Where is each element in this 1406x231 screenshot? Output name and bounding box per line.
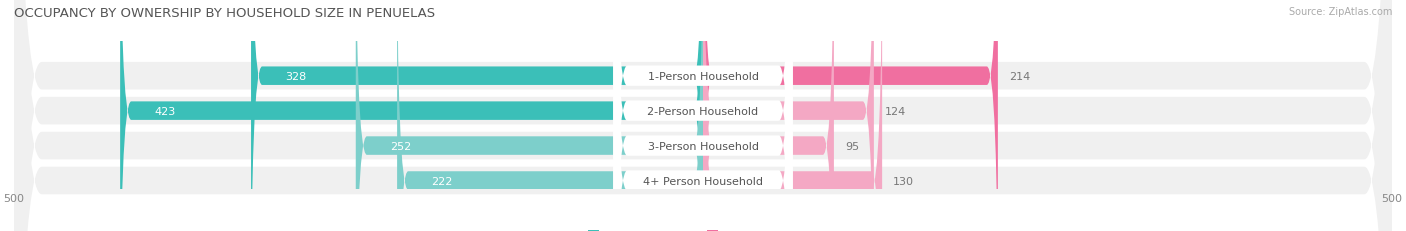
Text: 222: 222 (432, 176, 453, 186)
Text: Source: ZipAtlas.com: Source: ZipAtlas.com (1288, 7, 1392, 17)
FancyBboxPatch shape (252, 0, 703, 231)
FancyBboxPatch shape (14, 0, 1392, 231)
Text: 328: 328 (285, 71, 307, 81)
FancyBboxPatch shape (703, 0, 875, 231)
Text: 1-Person Household: 1-Person Household (648, 71, 758, 81)
Text: 214: 214 (1010, 71, 1031, 81)
FancyBboxPatch shape (613, 0, 793, 231)
FancyBboxPatch shape (703, 0, 998, 231)
Text: 3-Person Household: 3-Person Household (648, 141, 758, 151)
FancyBboxPatch shape (613, 0, 793, 231)
Text: 423: 423 (155, 106, 176, 116)
FancyBboxPatch shape (120, 0, 703, 231)
FancyBboxPatch shape (14, 0, 1392, 231)
Text: 2-Person Household: 2-Person Household (647, 106, 759, 116)
FancyBboxPatch shape (14, 0, 1392, 231)
Text: 252: 252 (391, 141, 412, 151)
FancyBboxPatch shape (703, 0, 834, 231)
Text: 4+ Person Household: 4+ Person Household (643, 176, 763, 186)
FancyBboxPatch shape (14, 0, 1392, 231)
FancyBboxPatch shape (613, 0, 793, 231)
Text: 130: 130 (893, 176, 914, 186)
FancyBboxPatch shape (356, 0, 703, 231)
Text: 95: 95 (845, 141, 859, 151)
FancyBboxPatch shape (703, 0, 882, 231)
Text: 124: 124 (884, 106, 905, 116)
FancyBboxPatch shape (613, 0, 793, 231)
Text: OCCUPANCY BY OWNERSHIP BY HOUSEHOLD SIZE IN PENUELAS: OCCUPANCY BY OWNERSHIP BY HOUSEHOLD SIZE… (14, 7, 436, 20)
FancyBboxPatch shape (396, 0, 703, 231)
Legend: Owner-occupied, Renter-occupied: Owner-occupied, Renter-occupied (588, 230, 818, 231)
